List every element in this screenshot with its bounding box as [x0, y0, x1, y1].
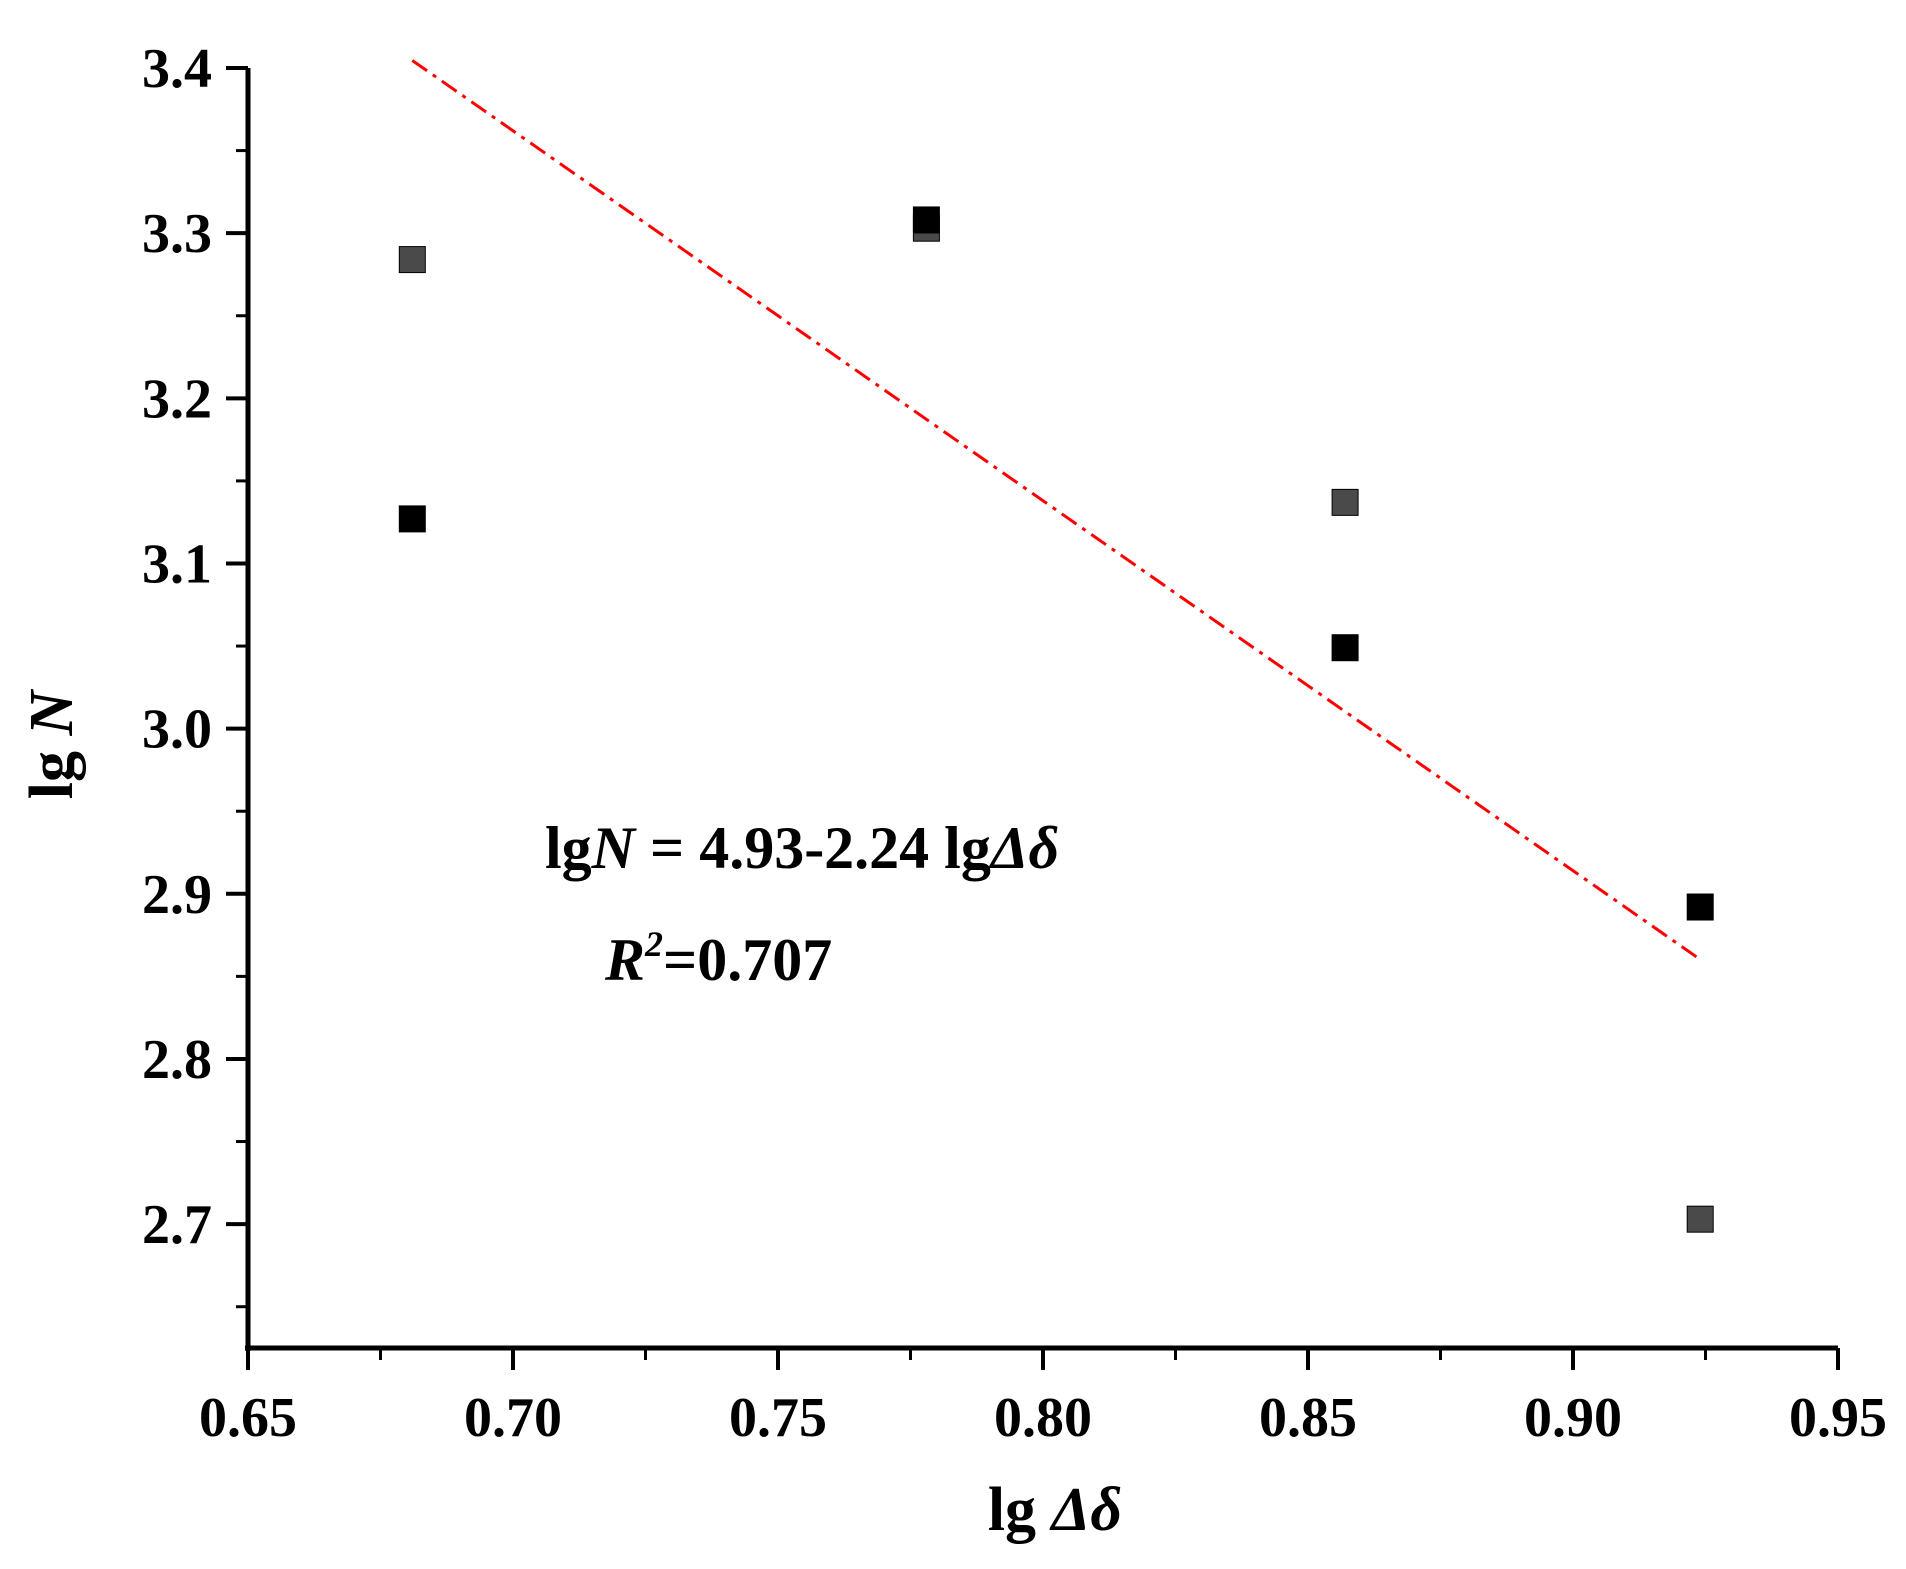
x-axis-title-symbol: Δδ — [1049, 1476, 1123, 1544]
y-axis-title-symbol: N — [18, 689, 86, 737]
x-axis-title: lg Δδ — [988, 1476, 1122, 1544]
tick-labels: 0.65 0.70 0.75 0.80 0.85 0.90 0.95 2.7 2.8 2.9 3.0… — [142, 38, 1887, 1449]
y-tick-label: 3.3 — [142, 203, 212, 265]
equation-part-lg: lg — [545, 815, 592, 881]
y-tick-label: 3.2 — [142, 368, 212, 430]
equation-part-N: N — [591, 815, 638, 881]
data-point — [1686, 1205, 1714, 1233]
y-tick-label: 2.8 — [142, 1029, 212, 1091]
data-point — [398, 246, 426, 274]
r-squared-annotation: R2=0.707 — [604, 924, 832, 993]
x-tick-label: 0.95 — [1789, 1387, 1887, 1449]
x-tick-label: 0.80 — [994, 1387, 1092, 1449]
x-tick-label: 0.85 — [1259, 1387, 1357, 1449]
y-tick-label: 2.9 — [142, 864, 212, 926]
y-tick-label: 2.7 — [142, 1194, 212, 1256]
x-tick-label: 0.75 — [729, 1387, 827, 1449]
axes — [245, 68, 1838, 1351]
x-tick-label: 0.65 — [199, 1387, 297, 1449]
fit-line — [411, 59, 1702, 961]
y-tick-label: 3.4 — [142, 38, 212, 100]
data-points — [398, 206, 1714, 1233]
data-point — [1686, 893, 1714, 921]
x-axis-title-prefix: lg — [988, 1476, 1052, 1544]
data-point — [1331, 634, 1359, 662]
tick-marks — [226, 66, 1840, 1370]
r-squared-exponent: 2 — [644, 924, 663, 964]
fit-line-group — [411, 59, 1702, 961]
x-tick-label: 0.70 — [464, 1387, 562, 1449]
regression-equation: lgN = 4.93-2.24 lgΔδ — [545, 815, 1059, 881]
r-squared-value: =0.707 — [663, 927, 832, 993]
x-tick-label: 0.90 — [1524, 1387, 1622, 1449]
r-squared-symbol: R — [604, 927, 645, 993]
data-point — [1331, 488, 1359, 516]
data-point — [912, 206, 940, 234]
equation-part-delta: Δδ — [989, 815, 1059, 881]
equation-part-coefficients: = 4.93-2.24 lg — [635, 815, 991, 881]
data-point — [398, 505, 426, 533]
y-axis-title-prefix: lg — [18, 736, 86, 800]
y-tick-label: 3.1 — [142, 533, 212, 595]
y-axis-title: lg N — [18, 689, 86, 800]
y-tick-label: 3.0 — [142, 699, 212, 761]
